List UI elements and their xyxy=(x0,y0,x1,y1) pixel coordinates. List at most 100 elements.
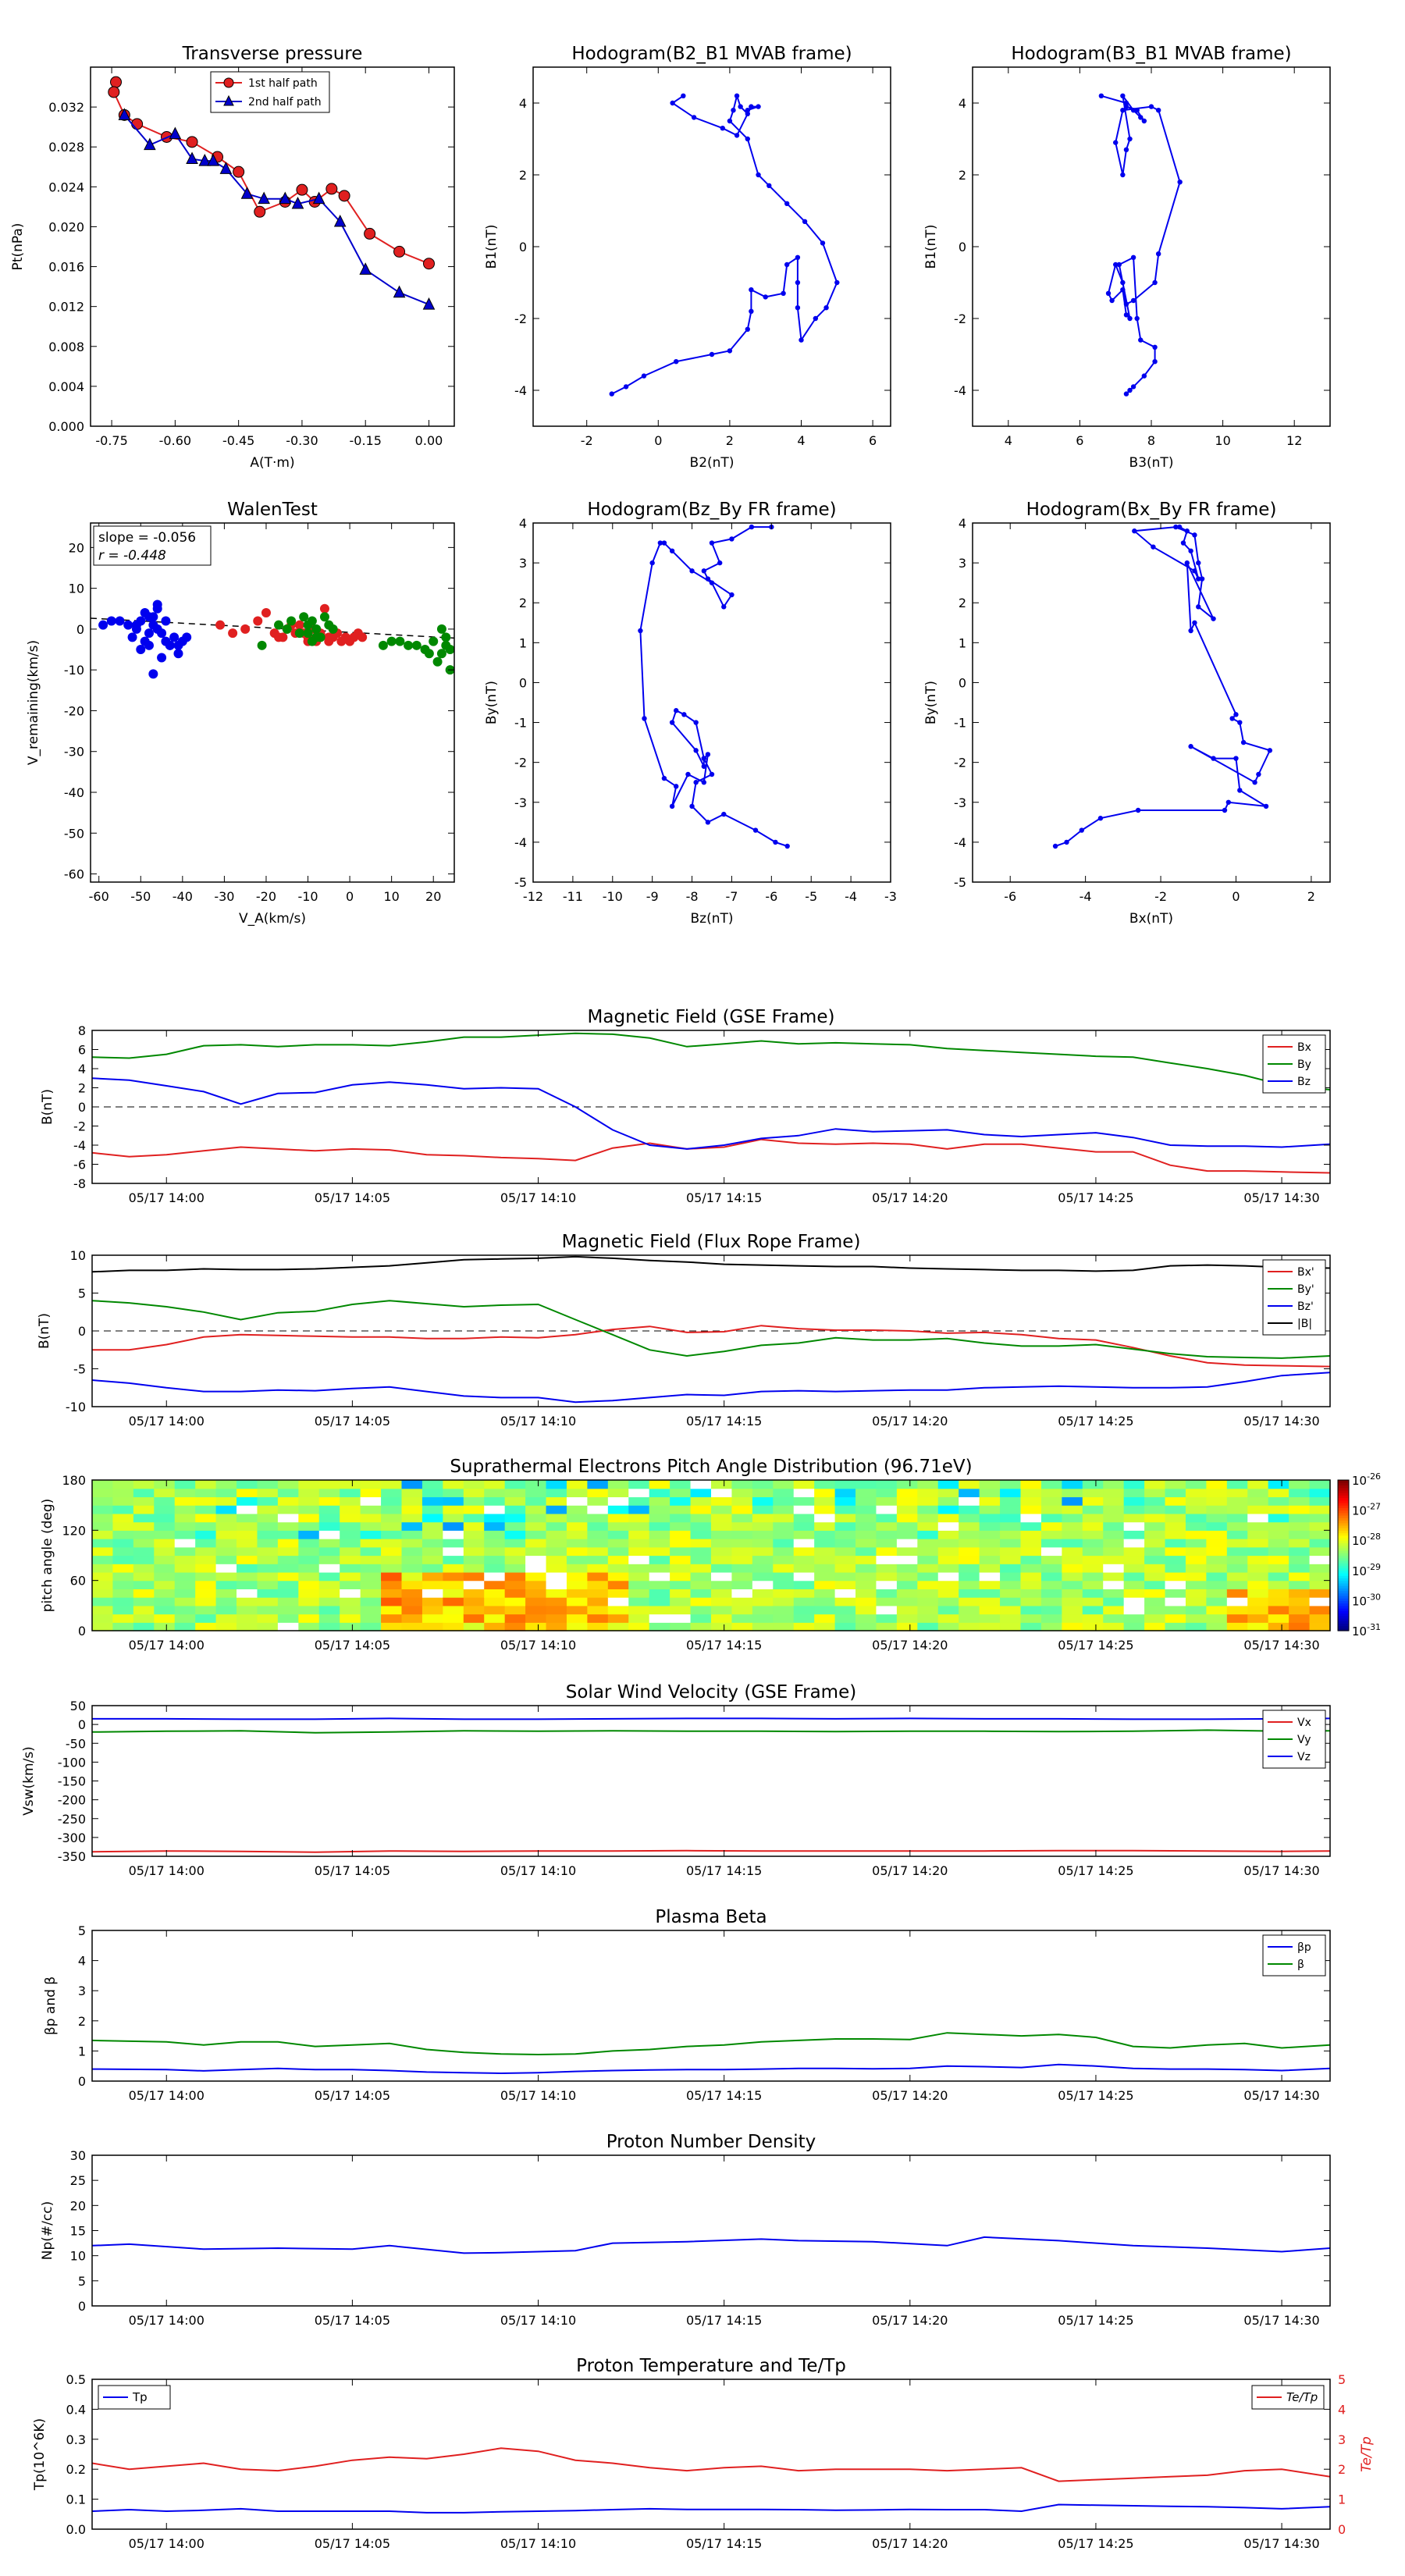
data-point xyxy=(1097,816,1104,821)
heatmap-cell xyxy=(484,1622,506,1631)
chart-title: Hodogram(Bx_By FR frame) xyxy=(1026,500,1277,520)
heatmap-cell xyxy=(1226,1589,1248,1598)
heatmap-cell xyxy=(360,1605,382,1615)
heatmap-cell xyxy=(318,1521,340,1531)
heatmap-cell xyxy=(1247,1521,1269,1531)
y-tick-label: -2 xyxy=(73,1119,86,1134)
x-tick-label: 05/17 14:15 xyxy=(686,1190,762,1205)
data-point xyxy=(198,153,212,166)
data-point xyxy=(734,133,740,138)
data-point xyxy=(136,645,146,655)
heatmap-cell xyxy=(525,1513,547,1523)
heatmap-cell xyxy=(1268,1571,1289,1582)
heatmap-cell xyxy=(277,1530,299,1539)
heatmap-cell xyxy=(566,1505,588,1514)
heatmap-cell xyxy=(92,1539,114,1548)
data-point xyxy=(1263,803,1269,809)
y-tick-label: -20 xyxy=(64,703,84,718)
data-point xyxy=(110,76,123,88)
heatmap-cell xyxy=(937,1539,959,1548)
data-point xyxy=(1184,528,1190,534)
heatmap-cell xyxy=(340,1496,361,1506)
data-point xyxy=(1120,279,1126,286)
y-tick-label: 15 xyxy=(70,2224,86,2239)
plot-area xyxy=(92,1255,1330,1404)
heatmap-cell xyxy=(690,1488,712,1498)
x-tick-label: 05/17 14:05 xyxy=(315,1638,390,1653)
heatmap-cell xyxy=(587,1622,609,1631)
heatmap-cell xyxy=(237,1589,258,1598)
heatmap-cell xyxy=(484,1530,506,1539)
heatmap-cell xyxy=(1268,1505,1289,1514)
heatmap-cell xyxy=(154,1480,176,1489)
heatmap-cell xyxy=(855,1589,877,1598)
heatmap-cell xyxy=(814,1605,836,1615)
heatmap-cell xyxy=(174,1614,196,1623)
legend-label: |B| xyxy=(1297,1318,1312,1330)
data-point xyxy=(165,640,175,650)
heatmap-cell xyxy=(649,1605,670,1615)
heatmap-cell xyxy=(237,1496,258,1506)
heatmap-cell xyxy=(566,1564,588,1573)
heatmap-cell xyxy=(917,1530,939,1539)
heatmap-cell xyxy=(628,1480,650,1489)
data-point xyxy=(278,632,288,642)
y-tick-label: -5 xyxy=(73,1362,86,1377)
heatmap-cell xyxy=(937,1480,959,1489)
x-tick-label: 05/17 14:05 xyxy=(315,2536,390,2551)
y-tick-label: -10 xyxy=(66,1400,86,1414)
heatmap-cell xyxy=(381,1605,403,1615)
heatmap-cell xyxy=(318,1488,340,1498)
chart-title: Hodogram(B2_B1 MVAB frame) xyxy=(571,44,852,64)
heatmap-cell xyxy=(133,1555,155,1564)
x-tick-label: -7 xyxy=(725,889,738,904)
heatmap-cell xyxy=(1247,1539,1269,1548)
data-point xyxy=(148,612,158,622)
heatmap-cell xyxy=(484,1564,506,1573)
data-point xyxy=(144,640,154,650)
heatmap-cell xyxy=(1289,1488,1311,1498)
heatmap-cell xyxy=(628,1571,650,1582)
heatmap-cell xyxy=(731,1546,753,1557)
annotation-frame xyxy=(93,525,212,566)
heatmap-cell xyxy=(649,1505,670,1514)
heatmap-cell xyxy=(1082,1546,1104,1557)
heatmap-cell xyxy=(690,1496,712,1506)
heatmap-cell xyxy=(1165,1480,1186,1489)
heatmap-cell xyxy=(422,1555,443,1564)
data-point xyxy=(422,258,435,270)
data-point xyxy=(721,811,727,817)
x-tick-label: 05/17 14:10 xyxy=(500,1863,576,1878)
y-tick-label: 3 xyxy=(78,1984,86,1998)
heatmap-cell xyxy=(752,1605,774,1615)
heatmap-cell xyxy=(277,1546,299,1557)
heatmap-cell xyxy=(937,1622,959,1631)
series-line xyxy=(92,2063,1330,2075)
y-tick-label: 0 xyxy=(76,622,84,637)
heatmap-cell xyxy=(1309,1521,1331,1531)
legend-label: Bz' xyxy=(1297,1300,1314,1313)
data-point xyxy=(1237,720,1243,725)
heatmap-cell xyxy=(1000,1480,1022,1489)
y-right-tick-label: 3 xyxy=(1338,2432,1346,2447)
heatmap-cell xyxy=(215,1589,237,1598)
heatmap-cell xyxy=(277,1480,299,1489)
colorbar-step xyxy=(1338,1520,1349,1524)
heatmap-cell xyxy=(649,1597,670,1606)
heatmap-cell xyxy=(1268,1589,1289,1598)
heatmap-cell xyxy=(112,1555,134,1564)
heatmap-cell xyxy=(133,1580,155,1589)
heatmap-cell xyxy=(525,1605,547,1615)
data-point xyxy=(106,616,116,626)
heatmap-cell xyxy=(1289,1505,1311,1514)
heatmap-cell xyxy=(92,1589,114,1598)
heatmap-cell xyxy=(1247,1622,1269,1631)
heatmap-cell xyxy=(340,1589,361,1598)
heatmap-cell xyxy=(112,1589,134,1598)
heatmap-cell xyxy=(628,1539,650,1548)
data-point xyxy=(127,632,137,642)
heatmap-cell xyxy=(1247,1496,1269,1506)
data-point xyxy=(312,191,325,205)
data-point xyxy=(1233,756,1239,761)
